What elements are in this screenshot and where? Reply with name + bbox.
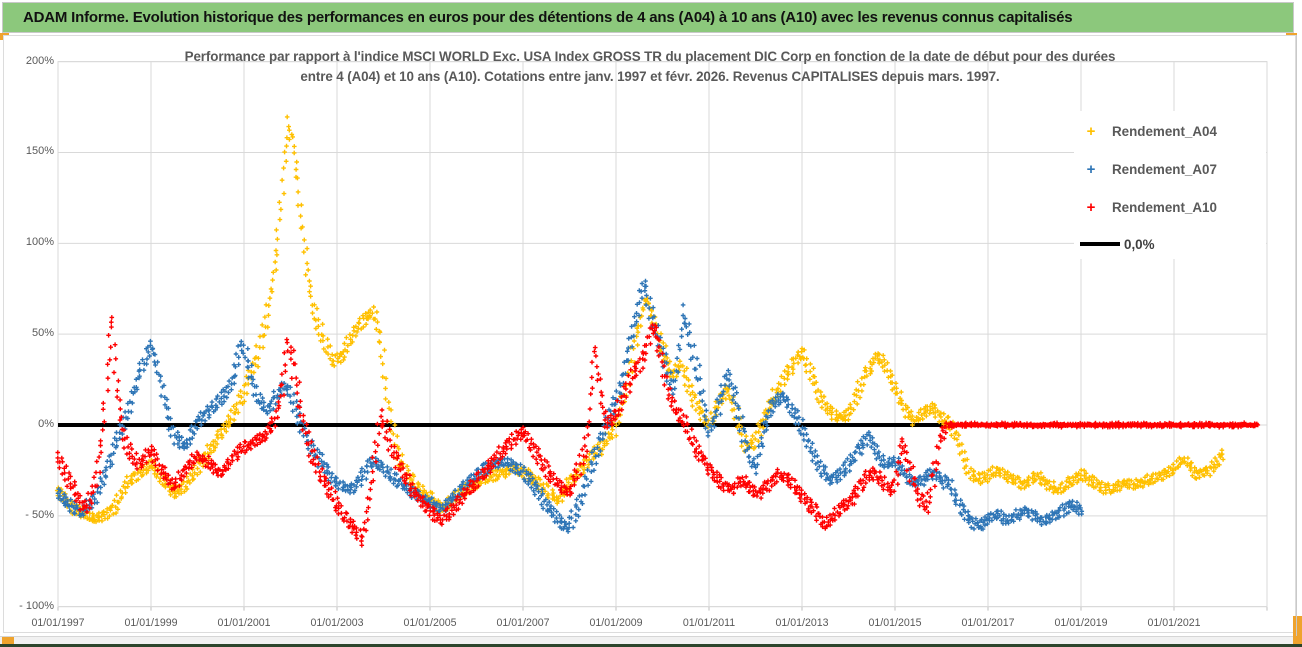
y-axis-tick: 100% [25, 236, 54, 249]
legend-label: Rendement_A07 [1112, 161, 1217, 177]
legend-label: Rendement_A04 [1112, 123, 1217, 139]
x-axis-tick: 01/01/2017 [961, 617, 1015, 629]
y-axis-tick: 50% [31, 327, 54, 340]
scroll-accent-bottom-right [1293, 616, 1302, 644]
x-axis-tick: 01/01/2013 [775, 617, 829, 629]
chart-right-border [1296, 35, 1297, 636]
y-axis-tick: 200% [25, 54, 54, 67]
window-bottom-edge [0, 644, 1302, 647]
y-axis-tick: 0% [38, 418, 54, 430]
x-axis-tick: 01/01/2021 [1147, 617, 1201, 629]
chart-title: Performance par rapport à l'indice MSCI … [80, 47, 1220, 87]
x-axis-tick: 01/01/2007 [496, 617, 550, 629]
plus-marker-icon: + [1086, 198, 1096, 216]
scroll-accent-bottom-left [2, 637, 14, 644]
header-banner: ADAM Informe. Evolution historique des p… [2, 2, 1294, 33]
legend-label: 0,0% [1124, 236, 1155, 252]
x-axis-tick: 01/01/2019 [1054, 617, 1108, 629]
legend-item-a07[interactable]: + Rendement_A07 [1074, 156, 1217, 182]
plus-marker-icon: + [1086, 122, 1096, 140]
y-axis-tick: - 50% [25, 508, 54, 521]
x-axis-tick: 01/01/2001 [217, 617, 271, 629]
legend-item-zero-line[interactable]: 0,0% [1074, 231, 1155, 257]
x-axis-tick: 01/01/2015 [868, 617, 922, 629]
chart-title-line2: entre 4 (A04) et 10 ans (A10). Cotations… [300, 69, 1000, 84]
horizontal-scrollbar-track[interactable] [0, 636, 1302, 645]
plus-marker-icon: + [1086, 160, 1096, 178]
y-axis-tick: 150% [25, 145, 54, 158]
x-axis-tick: 01/01/2009 [589, 617, 643, 629]
x-axis-tick: 01/01/1997 [31, 617, 85, 629]
banner-title: ADAM Informe. Evolution historique des p… [23, 9, 1073, 26]
legend-item-a10[interactable]: + Rendement_A10 [1074, 194, 1217, 220]
y-axis-tick: - 100% [19, 599, 54, 612]
chart-legend[interactable]: + Rendement_A04 + Rendement_A07 + Rendem… [1074, 111, 1266, 259]
legend-item-a04[interactable]: + Rendement_A04 [1074, 118, 1217, 144]
x-axis-tick: 01/01/2011 [682, 617, 736, 629]
chart-title-line1: Performance par rapport à l'indice MSCI … [184, 49, 1116, 64]
x-axis-tick: 01/01/1999 [124, 617, 178, 629]
x-axis-tick: 01/01/2003 [310, 617, 364, 629]
legend-label: Rendement_A10 [1112, 199, 1217, 215]
x-axis-tick: 01/01/2005 [403, 617, 457, 629]
zero-line-swatch-icon [1080, 242, 1120, 246]
